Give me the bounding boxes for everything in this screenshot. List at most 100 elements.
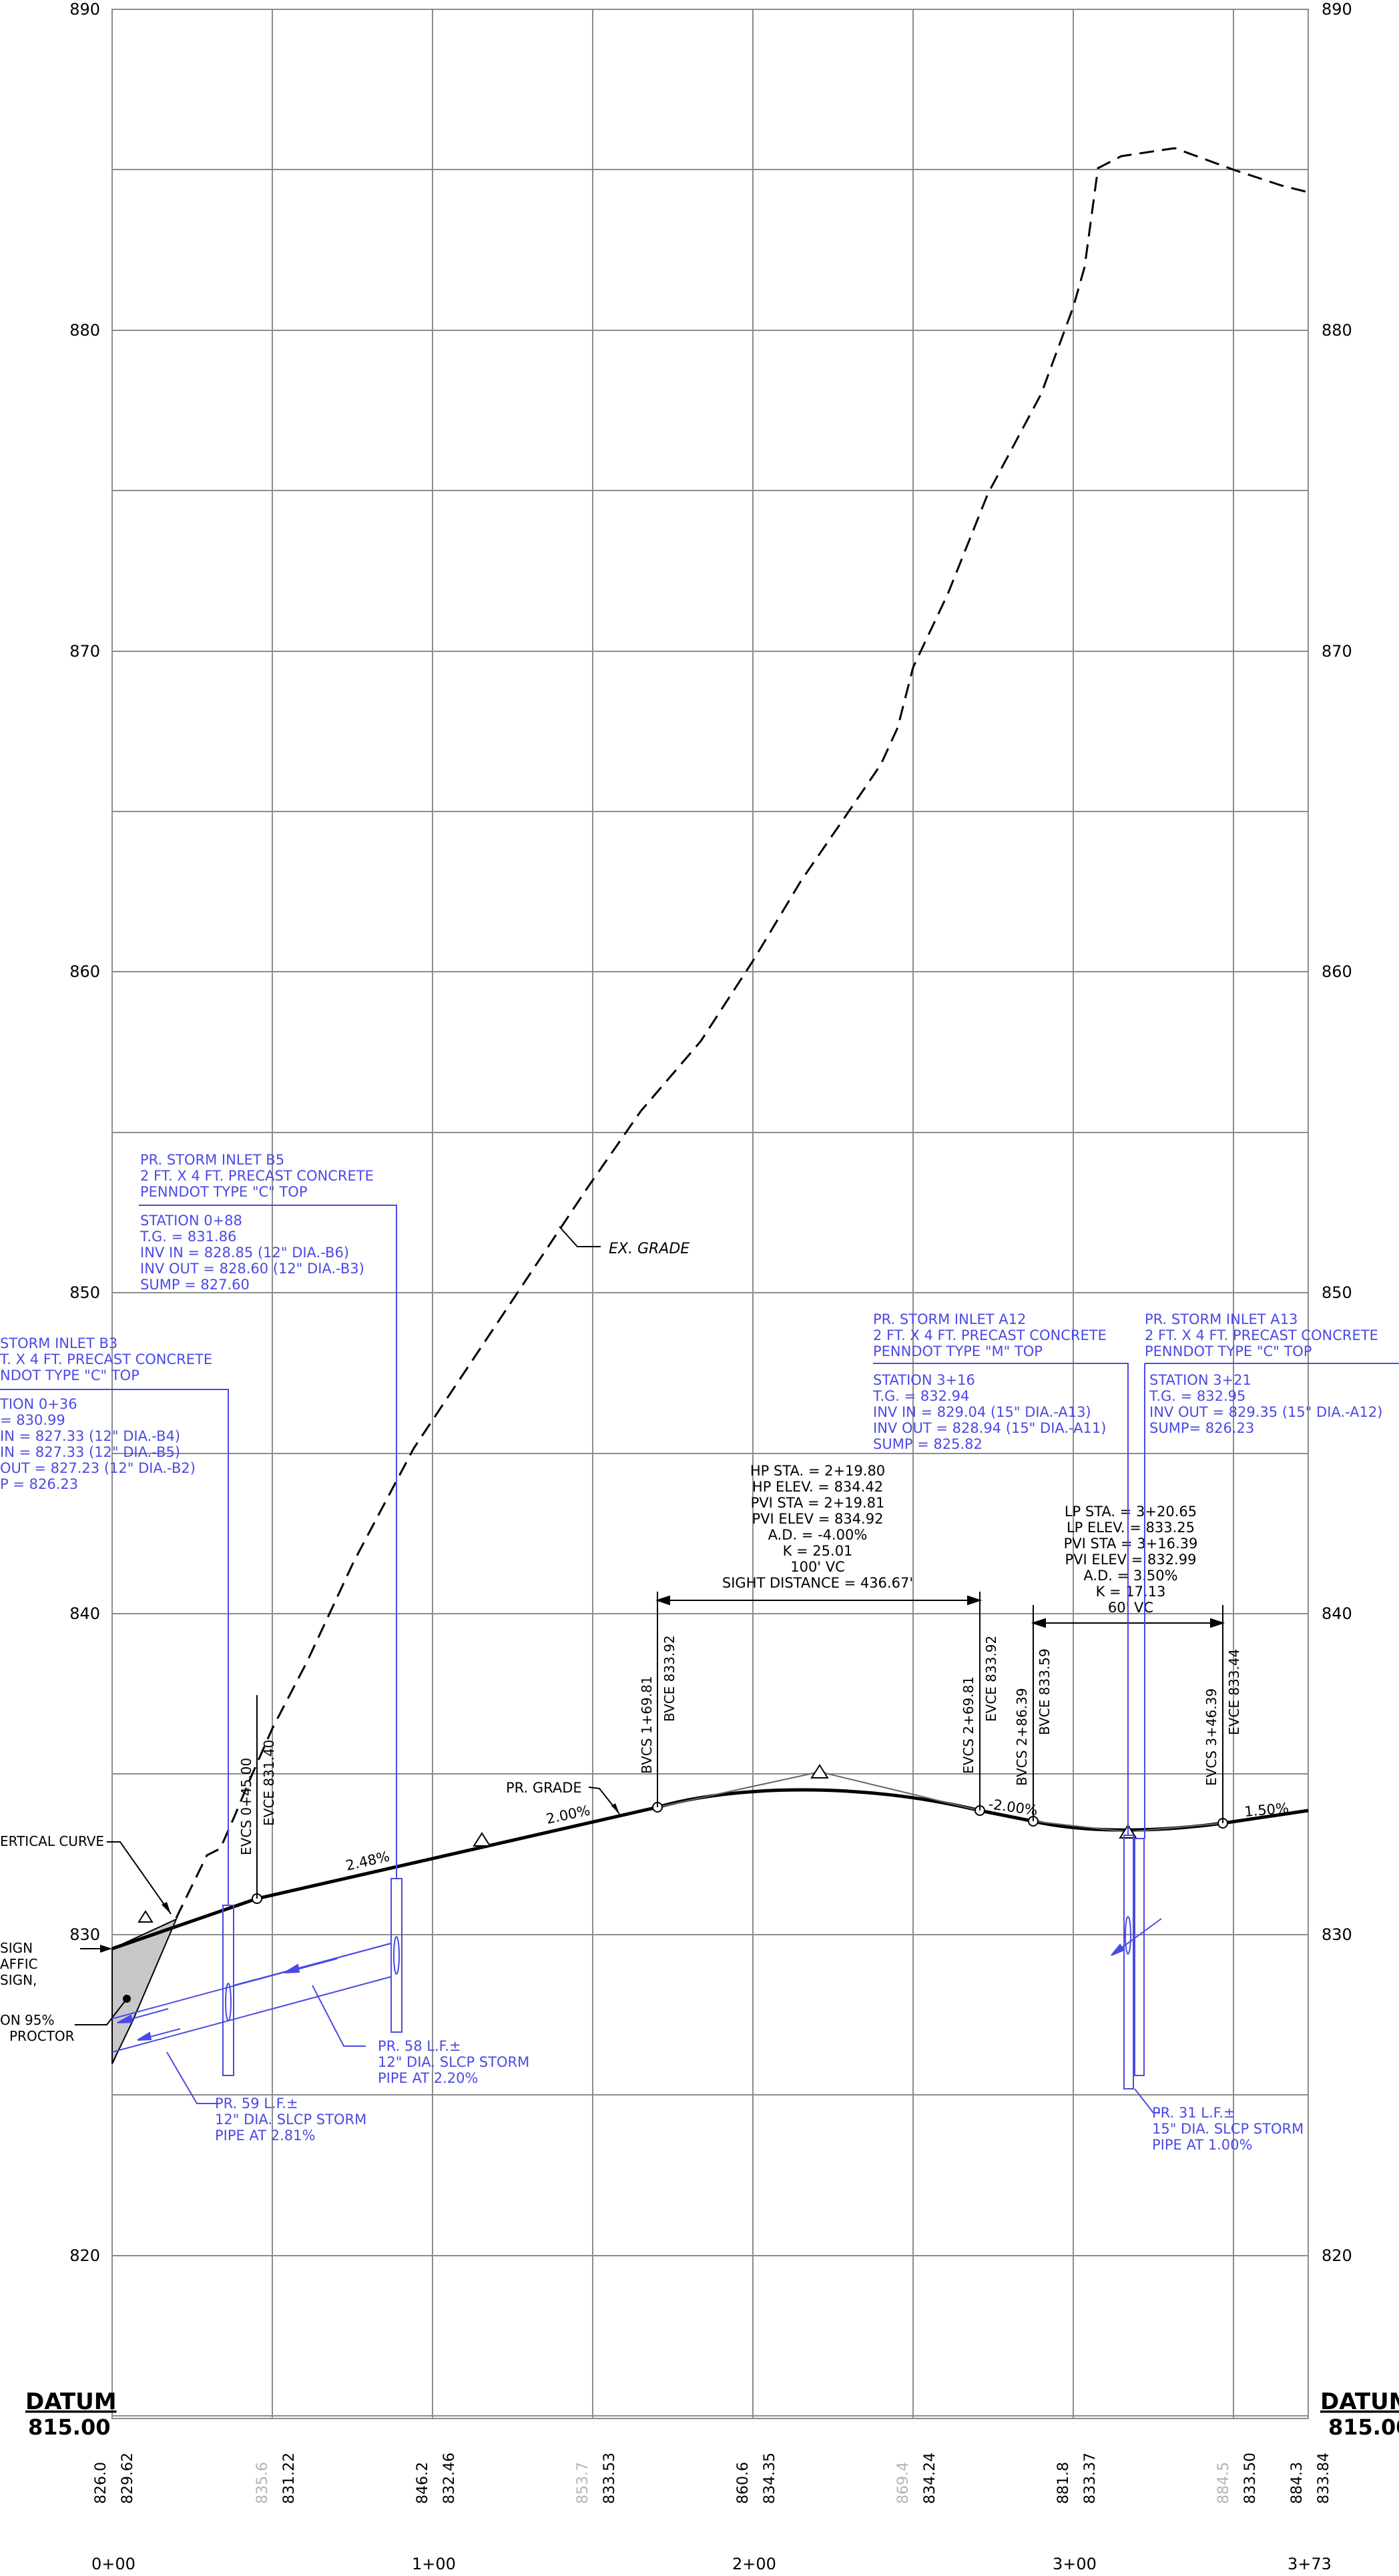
slope-label: 1.50% bbox=[1243, 1800, 1290, 1820]
elev-label: 860 bbox=[1322, 962, 1352, 981]
pipe58-line: PIPE AT 2.20% bbox=[378, 2070, 478, 2086]
a12-detail: INV OUT = 828.94 (15" DIA.-A11) bbox=[873, 1420, 1106, 1436]
elev-label: 880 bbox=[1322, 321, 1352, 340]
vertical-curve-note: ERTICAL CURVE bbox=[0, 1833, 104, 1849]
bottom-value: 869.4 bbox=[895, 2462, 912, 2504]
b3-detail: = 830.99 bbox=[0, 1412, 65, 1428]
station-label: 3+00 bbox=[1053, 2555, 1097, 2573]
left-note: ON 95% bbox=[0, 2012, 55, 2028]
hp-line: HP ELEV. = 834.42 bbox=[752, 1479, 883, 1495]
vc-leader bbox=[107, 1841, 172, 1915]
datum-title-left: DATUM bbox=[25, 2388, 117, 2415]
vc-elev-label: EVCE 831.40 bbox=[261, 1740, 277, 1826]
left-note: AFFIC bbox=[0, 1956, 38, 1972]
lp-line: PVI STA = 3+16.39 bbox=[1064, 1536, 1198, 1552]
pipe31-line: PR. 31 L.F.± bbox=[1152, 2105, 1235, 2121]
b5-detail: SUMP = 827.60 bbox=[140, 1277, 250, 1293]
b3-detail: TION 0+36 bbox=[0, 1396, 77, 1412]
left-notes: ERTICAL CURVE SIGN AFFIC SIGN, ON 95% PR… bbox=[0, 1833, 104, 2044]
a13-detail: STATION 3+21 bbox=[1149, 1372, 1251, 1388]
b3-detail: IN = 827.33 (12" DIA.-B4) bbox=[0, 1428, 180, 1444]
hp-line: PVI STA = 2+19.81 bbox=[751, 1495, 885, 1511]
bottom-value: 884.5 bbox=[1215, 2462, 1232, 2504]
bottom-value-row: 826.0 829.62 835.6 831.22 846.2 832.46 8… bbox=[93, 2453, 1332, 2504]
vc-station-label: EVCS 0+45.00 bbox=[238, 1758, 254, 1855]
vc-station-label: BVCS 1+69.81 bbox=[639, 1676, 655, 1774]
pr-grade-arrow bbox=[611, 1803, 619, 1814]
inlet-a13-structure bbox=[1134, 1838, 1145, 2076]
datum-value-right: 815.00 bbox=[1328, 2414, 1399, 2440]
bottom-value: 846.2 bbox=[414, 2462, 431, 2504]
b3-detail: OUT = 827.23 (12" DIA.-B2) bbox=[0, 1460, 196, 1476]
elev-label: 830 bbox=[1322, 1925, 1352, 1944]
elev-label: 870 bbox=[69, 642, 100, 661]
elev-label: 840 bbox=[1322, 1604, 1352, 1623]
bottom-value: 831.22 bbox=[281, 2453, 298, 2504]
bottom-value: 884.3 bbox=[1289, 2462, 1306, 2504]
hp-line: SIGHT DISTANCE = 436.67' bbox=[722, 1575, 913, 1591]
bottom-value: 835.6 bbox=[254, 2462, 271, 2504]
bottom-value: 834.35 bbox=[762, 2453, 778, 2504]
b5-header: PENNDOT TYPE "C" TOP bbox=[140, 1184, 308, 1200]
a13-detail: T.G. = 832.95 bbox=[1149, 1388, 1245, 1404]
a12-detail: STATION 3+16 bbox=[873, 1372, 975, 1388]
elev-label: 820 bbox=[1322, 2246, 1352, 2265]
vc-station-label: EVCS 2+69.81 bbox=[960, 1676, 976, 1774]
pipe-59-note: PR. 59 L.F.± 12" DIA. SLCP STORM PIPE AT… bbox=[215, 2096, 366, 2144]
flow-arrows bbox=[117, 1943, 1125, 2041]
ex-grade-leader bbox=[559, 1226, 601, 1247]
b5-detail: INV OUT = 828.60 (12" DIA.-B3) bbox=[140, 1261, 364, 1277]
a13-header: 2 FT. X 4 FT. PRECAST CONCRETE bbox=[1145, 1327, 1378, 1343]
elev-label: 860 bbox=[69, 962, 100, 981]
datum-value-left: 815.00 bbox=[28, 2414, 110, 2440]
b3-detail: IN = 827.33 (12" DIA.-B5) bbox=[0, 1444, 180, 1460]
vc-station-label: EVCS 3+46.39 bbox=[1203, 1688, 1219, 1786]
lp-line: LP STA. = 3+20.65 bbox=[1065, 1504, 1197, 1520]
vc-station-label: BVCS 2+86.39 bbox=[1014, 1688, 1030, 1786]
vc-elev-label: BVCE 833.59 bbox=[1037, 1648, 1053, 1735]
hp-block: HP STA. = 2+19.80 HP ELEV. = 834.42 PVI … bbox=[722, 1463, 913, 1591]
a12-header: PR. STORM INLET A12 bbox=[873, 1311, 1026, 1327]
a13-detail: INV OUT = 829.35 (15" DIA.-A12) bbox=[1149, 1404, 1382, 1420]
pipe31-line: 15" DIA. SLCP STORM bbox=[1152, 2121, 1304, 2137]
lp-block: LP STA. = 3+20.65 LP ELEV. = 833.25 PVI … bbox=[1064, 1504, 1198, 1616]
hp-line: 100' VC bbox=[790, 1559, 845, 1575]
elev-label: 870 bbox=[1322, 642, 1352, 661]
a12-header: PENNDOT TYPE "M" TOP bbox=[873, 1343, 1043, 1359]
bottom-value: 829.62 bbox=[119, 2453, 136, 2504]
inlet-a13-note: PR. STORM INLET A13 2 FT. X 4 FT. PRECAS… bbox=[1145, 1311, 1382, 1436]
hp-line: A.D. = -4.00% bbox=[768, 1527, 868, 1543]
station-label: 3+73 bbox=[1288, 2555, 1332, 2573]
station-label: 1+00 bbox=[412, 2555, 456, 2573]
elevation-axis: 890 880 870 860 850 840 830 820 890 880 … bbox=[69, 0, 1352, 2265]
vc-leader-arrow bbox=[162, 1902, 171, 1914]
compaction-leader bbox=[75, 1998, 127, 2025]
elev-label: 890 bbox=[1322, 0, 1352, 19]
pipe58-line: 12" DIA. SLCP STORM bbox=[378, 2054, 529, 2070]
pvi-triangle bbox=[137, 1910, 154, 1923]
sign-leader-arrow bbox=[100, 1945, 112, 1953]
b3-header: STORM INLET B3 bbox=[0, 1335, 117, 1351]
bottom-value: 834.24 bbox=[922, 2453, 938, 2504]
lp-line: A.D. = 3.50% bbox=[1083, 1568, 1177, 1584]
pr-grade-label: PR. GRADE bbox=[506, 1780, 582, 1796]
station-label: 2+00 bbox=[732, 2555, 776, 2573]
a12-header: 2 FT. X 4 FT. PRECAST CONCRETE bbox=[873, 1327, 1107, 1343]
bottom-value: 860.6 bbox=[735, 2462, 752, 2504]
hp-line: K = 25.01 bbox=[783, 1543, 853, 1559]
station-label: 0+00 bbox=[91, 2555, 135, 2573]
lp-line: K = 17.13 bbox=[1096, 1584, 1166, 1600]
hp-line: PVI ELEV = 834.92 bbox=[752, 1511, 884, 1527]
bottom-value: 833.53 bbox=[601, 2453, 618, 2504]
hp-line: HP STA. = 2+19.80 bbox=[750, 1463, 885, 1479]
left-note: SIGN bbox=[0, 1940, 33, 1956]
inlet-b5-note: PR. STORM INLET B5 2 FT. X 4 FT. PRECAST… bbox=[139, 1152, 374, 1293]
bottom-value: 833.84 bbox=[1316, 2453, 1332, 2504]
station-axis: 0+00 1+00 2+00 3+00 3+73 bbox=[91, 2555, 1332, 2573]
b5-header: PR. STORM INLET B5 bbox=[140, 1152, 284, 1168]
elev-label: 880 bbox=[69, 321, 100, 340]
pipe59-line: PIPE AT 2.81% bbox=[215, 2128, 315, 2144]
elev-label: 850 bbox=[1322, 1283, 1352, 1302]
left-note: SIGN, bbox=[0, 1972, 37, 1988]
vc-elev-label: EVCE 833.92 bbox=[983, 1636, 999, 1722]
